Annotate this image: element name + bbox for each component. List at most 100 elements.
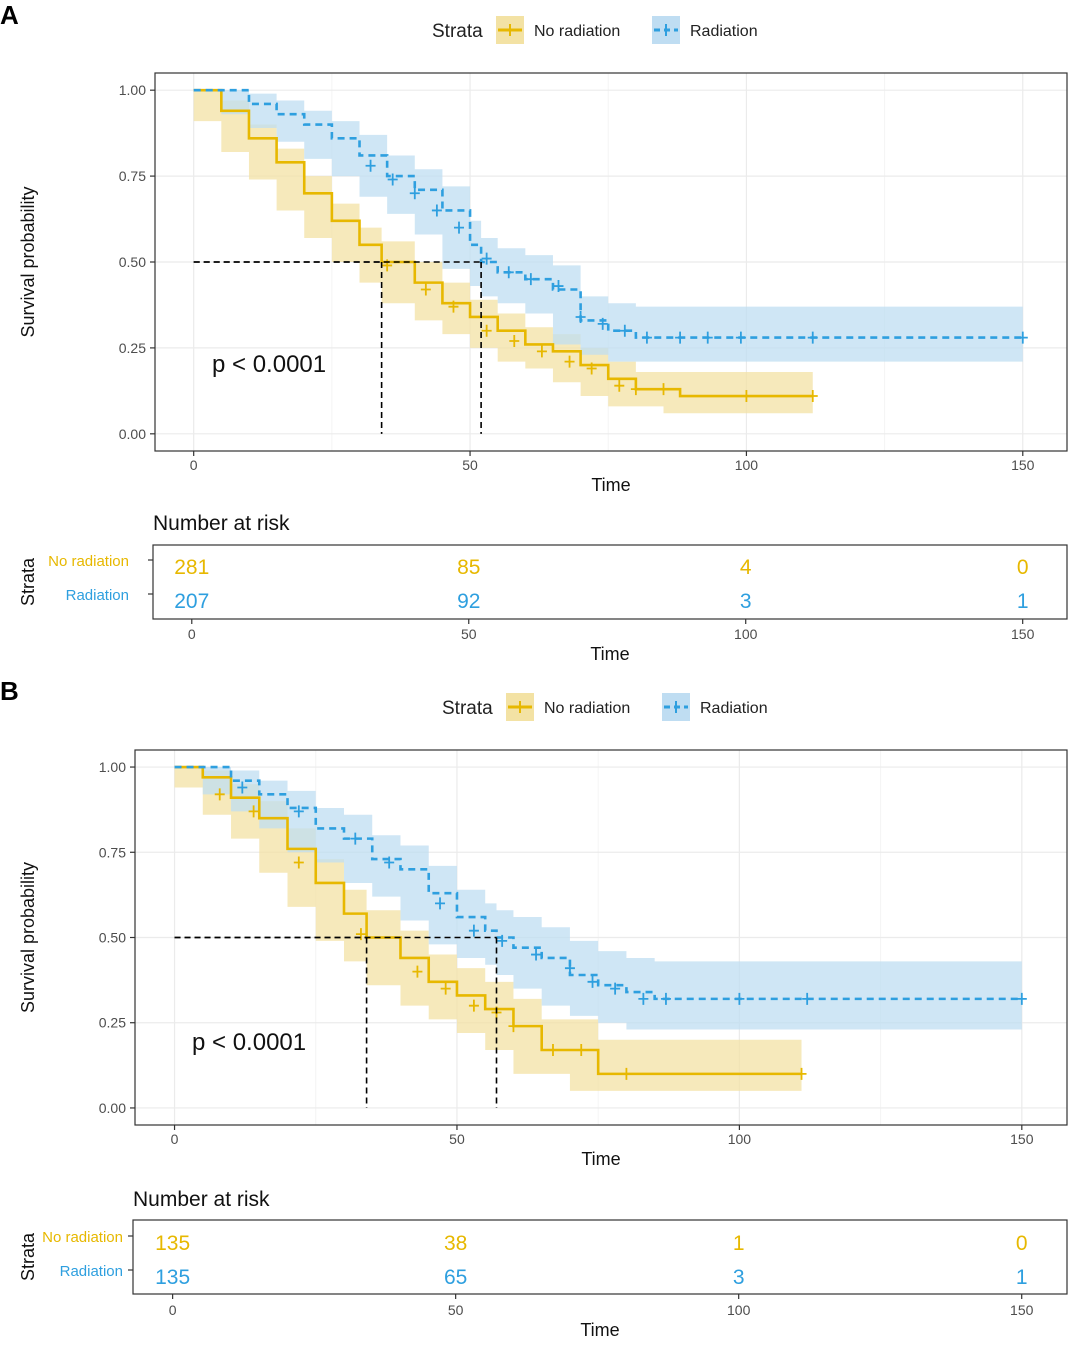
censor-mark-radiation xyxy=(525,273,536,286)
censor-mark-radiation xyxy=(1016,992,1027,1005)
y-axis-label: Survival probability xyxy=(18,186,38,337)
censor-mark-no-radiation xyxy=(547,1044,558,1056)
x-tick-label: 150 xyxy=(1011,457,1035,473)
panel-label: B xyxy=(0,676,19,706)
x-axis-label: Time xyxy=(581,1149,620,1169)
censor-mark-radiation xyxy=(431,204,442,217)
panel-label: A xyxy=(0,0,19,30)
risk-count-no-radiation: 1 xyxy=(733,1232,745,1255)
risk-x-axis-label: Time xyxy=(580,1320,619,1340)
y-tick-label: 0.75 xyxy=(99,844,126,860)
censor-mark-no-radiation xyxy=(586,362,597,375)
censor-mark-radiation xyxy=(237,781,248,794)
risk-y-axis-label: Strata xyxy=(18,557,38,606)
legend-title: Strata xyxy=(442,698,493,719)
censor-mark-no-radiation xyxy=(248,805,259,818)
x-tick-label: 150 xyxy=(1010,1131,1034,1147)
censor-mark-radiation xyxy=(597,317,608,330)
censor-mark-no-radiation xyxy=(564,355,575,368)
risk-count-radiation: 3 xyxy=(733,1266,745,1289)
censor-mark-radiation xyxy=(702,331,713,344)
x-tick-label: 100 xyxy=(735,457,759,473)
y-tick-label: 0.25 xyxy=(119,340,146,356)
x-axis-label: Time xyxy=(591,475,630,495)
risk-table-title: Number at risk xyxy=(153,512,290,535)
confidence-band-radiation xyxy=(174,767,1022,1030)
censor-mark-radiation xyxy=(409,187,420,200)
censor-mark-radiation xyxy=(564,962,575,975)
x-tick-label: 50 xyxy=(449,1131,465,1147)
censor-mark-no-radiation xyxy=(621,1067,632,1080)
censor-mark-no-radiation xyxy=(807,390,818,403)
p-value-annotation: p < 0.0001 xyxy=(192,1029,306,1056)
censor-mark-radiation xyxy=(1017,331,1028,344)
risk-count-radiation: 1 xyxy=(1017,590,1029,613)
censor-mark-no-radiation xyxy=(614,379,625,392)
censor-mark-radiation xyxy=(807,331,818,344)
y-tick-label: 0.00 xyxy=(99,1100,126,1116)
censor-mark-radiation xyxy=(638,992,649,1005)
risk-count-no-radiation: 38 xyxy=(444,1232,467,1255)
risk-table: Number at risk No radiation 281 85 4 0 Radiati… xyxy=(18,512,1068,664)
censor-mark-radiation xyxy=(387,173,398,186)
censor-mark-no-radiation xyxy=(355,928,366,941)
censor-mark-no-radiation xyxy=(658,383,669,396)
risk-table-frame xyxy=(152,544,1068,620)
chart-panel-a: A Strata No radiation Radiation p < 0.0001 0 5… xyxy=(0,0,1068,664)
censor-mark-radiation xyxy=(435,897,446,910)
risk-count-radiation: 1 xyxy=(1016,1266,1028,1289)
censor-mark-radiation xyxy=(454,221,464,234)
risk-row-label-no-radiation: No radiation xyxy=(42,1229,123,1246)
censor-mark-radiation xyxy=(503,266,514,279)
legend-title: Strata xyxy=(432,21,483,42)
risk-count-no-radiation: 0 xyxy=(1016,1232,1028,1255)
censor-mark-no-radiation xyxy=(448,300,459,313)
censor-mark-no-radiation xyxy=(536,345,547,358)
risk-count-radiation: 135 xyxy=(155,1266,190,1289)
y-tick-label: 1.00 xyxy=(99,759,126,775)
censor-mark-radiation xyxy=(675,331,686,344)
y-tick-label: 0.50 xyxy=(99,930,126,946)
censor-mark-radiation xyxy=(735,331,746,344)
confidence-band-no-radiation xyxy=(193,90,813,414)
censor-mark-radiation xyxy=(610,982,621,995)
risk-count-no-radiation: 85 xyxy=(457,556,480,579)
censor-mark-radiation xyxy=(384,856,395,869)
risk-x-tick-label: 50 xyxy=(461,626,477,642)
censor-mark-no-radiation xyxy=(468,999,479,1012)
censor-mark-no-radiation xyxy=(630,383,641,396)
censor-mark-radiation xyxy=(293,805,304,818)
risk-y-axis-label: Strata xyxy=(18,1232,38,1281)
risk-count-no-radiation: 4 xyxy=(740,556,752,579)
censor-mark-radiation xyxy=(575,310,586,323)
x-tick-label: 100 xyxy=(728,1131,752,1147)
risk-table-frame xyxy=(132,1219,1068,1295)
risk-x-tick-label: 50 xyxy=(448,1302,464,1318)
censor-mark-no-radiation xyxy=(509,335,520,348)
risk-x-tick-label: 150 xyxy=(1011,626,1035,642)
risk-x-tick-label: 150 xyxy=(1010,1302,1034,1318)
risk-count-radiation: 3 xyxy=(740,590,752,613)
censor-mark-no-radiation xyxy=(796,1067,807,1080)
censor-mark-radiation xyxy=(802,992,813,1005)
risk-row-label-radiation: Radiation xyxy=(66,587,129,604)
censor-mark-no-radiation xyxy=(412,965,423,978)
risk-row-label-radiation: Radiation xyxy=(60,1263,123,1280)
censor-mark-no-radiation xyxy=(440,982,451,995)
legend-entry-radiation: Radiation xyxy=(690,23,758,40)
x-tick-label: 0 xyxy=(190,457,198,473)
legend-entry-radiation: Radiation xyxy=(700,700,768,717)
risk-count-no-radiation: 281 xyxy=(174,556,209,579)
censor-mark-no-radiation xyxy=(508,1020,519,1033)
censor-mark-radiation xyxy=(350,832,361,845)
risk-count-radiation: 65 xyxy=(444,1266,467,1289)
x-tick-label: 0 xyxy=(171,1131,179,1147)
risk-count-no-radiation: 135 xyxy=(155,1232,190,1255)
censor-mark-radiation xyxy=(619,324,630,337)
y-tick-label: 0.25 xyxy=(99,1015,126,1031)
p-value-annotation: p < 0.0001 xyxy=(212,351,326,378)
y-tick-label: 0.50 xyxy=(119,254,146,270)
risk-count-radiation: 92 xyxy=(457,590,480,613)
